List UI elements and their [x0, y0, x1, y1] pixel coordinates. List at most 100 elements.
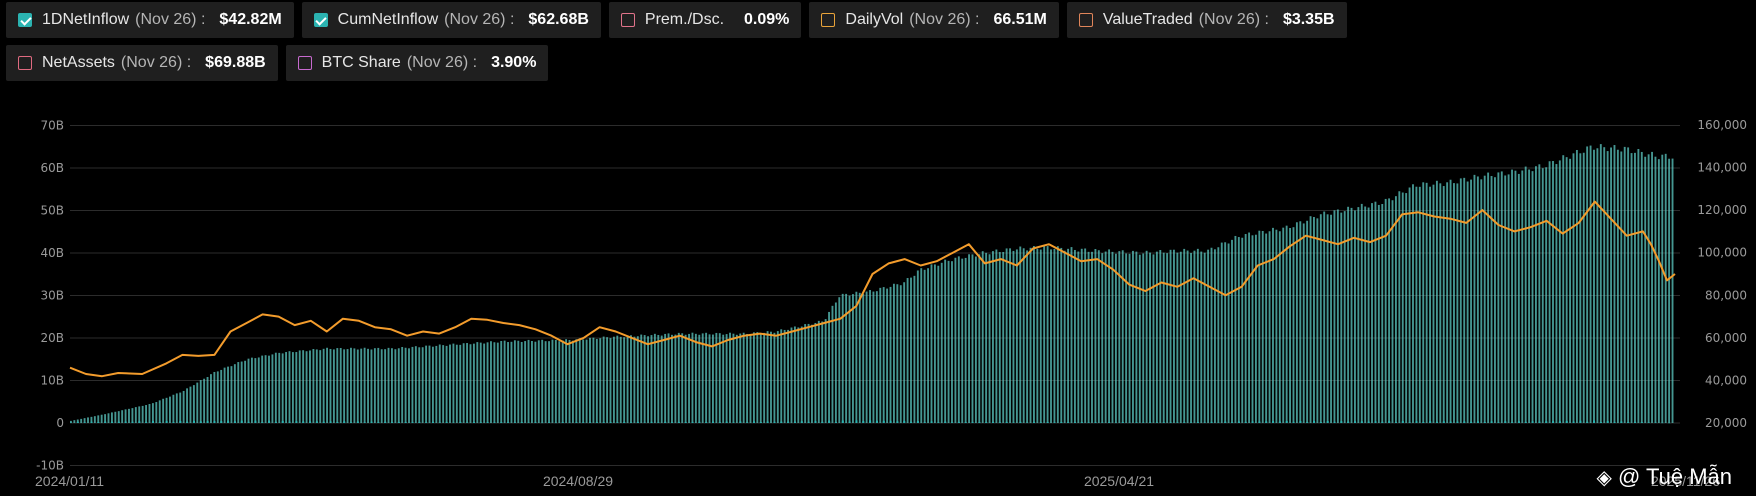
cum-net-inflow-bar — [428, 345, 431, 423]
daily-net-inflow-bar — [1231, 422, 1234, 423]
cum-net-inflow-bar — [97, 415, 100, 423]
cum-net-inflow-bar — [824, 319, 827, 423]
daily-net-inflow-bar — [350, 422, 353, 423]
cum-net-inflow-bar — [1282, 227, 1285, 423]
watermark-handle: @ Tuệ Mẫn — [1617, 464, 1732, 489]
legend-chip-cum-net-inflow[interactable]: CumNetInflow (Nov 26) : $62.68B — [301, 2, 601, 38]
cum-net-inflow-bar — [1190, 252, 1192, 423]
cum-net-inflow-bar — [1285, 225, 1288, 423]
daily-net-inflow-bar — [1196, 422, 1199, 423]
legend-chip-btc-share[interactable]: BTC Share (Nov 26) : 3.90% — [285, 45, 549, 81]
legend-chip-daily-vol[interactable]: DailyVol (Nov 26) : 66.51M — [809, 2, 1059, 38]
cum-net-inflow-bar — [698, 334, 701, 423]
cum-net-inflow-bar — [1644, 156, 1647, 423]
cum-net-inflow-bar — [729, 332, 731, 423]
cum-net-inflow-bar — [1548, 161, 1551, 423]
daily-net-inflow-bar — [1388, 421, 1391, 423]
cum-net-inflow-bar — [1360, 203, 1363, 423]
daily-net-inflow-bar — [910, 421, 913, 423]
cum-net-inflow-bar — [940, 262, 943, 423]
daily-net-inflow-bar — [117, 421, 120, 423]
cum-net-inflow-bar — [1623, 146, 1626, 423]
cum-net-inflow-bar — [431, 346, 434, 423]
daily-net-inflow-bar — [848, 421, 851, 423]
daily-net-inflow-bar — [83, 422, 86, 423]
daily-net-inflow-bar — [233, 421, 236, 423]
checkbox-unchecked-icon[interactable] — [18, 56, 32, 70]
legend-name: 1DNetInflow — [42, 11, 130, 28]
legend-chip-value-traded[interactable]: ValueTraded (Nov 26) : $3.35B — [1066, 2, 1347, 38]
cum-net-inflow-bar — [992, 251, 994, 423]
daily-net-inflow-bar — [418, 421, 421, 423]
cum-net-inflow-bar — [1275, 229, 1278, 423]
cum-net-inflow-bar — [667, 333, 670, 423]
cum-net-inflow-bar — [770, 331, 772, 423]
cum-net-inflow-bar — [838, 297, 841, 423]
cum-net-inflow-bar — [623, 337, 626, 423]
daily-net-inflow-bar — [76, 421, 79, 423]
checkbox-unchecked-icon[interactable] — [1078, 13, 1093, 27]
cum-net-inflow-bar — [1050, 249, 1052, 423]
daily-net-inflow-bar — [1114, 422, 1118, 424]
cum-net-inflow-bar — [875, 291, 878, 423]
daily-net-inflow-bar — [220, 421, 223, 423]
checkbox-unchecked-icon[interactable] — [821, 13, 836, 27]
cum-net-inflow-bar — [1073, 249, 1076, 423]
legend-chip-net-assets[interactable]: NetAssets (Nov 26) : $69.88B — [6, 45, 278, 81]
daily-net-inflow-bar — [705, 422, 708, 423]
cum-net-inflow-bar — [455, 344, 458, 423]
checkbox-unchecked-icon[interactable] — [297, 56, 312, 70]
cum-net-inflow-bar — [1203, 252, 1206, 423]
cum-net-inflow-bar — [151, 403, 154, 423]
cum-net-inflow-bar — [326, 347, 328, 423]
checkbox-checked-icon[interactable] — [18, 13, 32, 27]
cum-net-inflow-bar — [250, 357, 253, 423]
cum-net-inflow-bar — [319, 350, 322, 423]
cum-net-inflow-bar — [906, 278, 909, 423]
daily-net-inflow-bar — [104, 421, 107, 423]
daily-net-inflow-bar — [1258, 421, 1261, 423]
daily-net-inflow-bar — [110, 421, 114, 423]
cum-net-inflow-bar — [889, 286, 892, 423]
cum-net-inflow-bar — [104, 414, 107, 423]
cum-net-inflow-bar — [503, 340, 506, 423]
cum-net-inflow-bar — [1336, 209, 1339, 423]
legend-chip-premium-discount[interactable]: Prem./Dsc. 0.09% — [608, 2, 802, 38]
cum-net-inflow-bar — [1466, 181, 1469, 423]
cum-net-inflow-bar — [657, 334, 660, 423]
cum-net-inflow-bar — [790, 327, 793, 423]
checkbox-checked-icon[interactable] — [313, 13, 328, 27]
cum-net-inflow-bar — [391, 348, 393, 423]
daily-net-inflow-bar — [855, 420, 858, 423]
cum-net-inflow-bar — [442, 345, 445, 423]
daily-net-inflow-bar — [186, 421, 189, 423]
cum-net-inflow-bar — [708, 334, 711, 423]
daily-net-inflow-bar — [520, 422, 523, 423]
cum-net-inflow-bar — [1439, 183, 1442, 423]
cum-net-inflow-bar — [350, 347, 352, 423]
legend-chip-1d-net-inflow[interactable]: 1DNetInflow (Nov 26) : $42.82M — [6, 2, 294, 38]
daily-net-inflow-bar — [1613, 421, 1616, 423]
cum-net-inflow-bar — [616, 335, 619, 423]
cum-net-inflow-bar — [804, 324, 807, 423]
daily-net-inflow-bar — [1367, 421, 1370, 423]
cum-net-inflow-bar — [1514, 170, 1517, 423]
y-left-tick-label: 60B — [40, 161, 64, 175]
cum-net-inflow-bar — [773, 332, 776, 423]
daily-net-inflow-bar — [787, 421, 790, 423]
cum-net-inflow-bar — [1490, 176, 1493, 423]
cum-net-inflow-bar — [920, 268, 923, 423]
cum-net-inflow-bar — [1480, 179, 1483, 423]
daily-net-inflow-bar — [1552, 421, 1555, 423]
cum-net-inflow-bar — [169, 396, 171, 423]
daily-net-inflow-bar — [1073, 422, 1077, 423]
cum-net-inflow-bar — [1183, 248, 1186, 423]
cum-net-inflow-bar — [1227, 243, 1230, 423]
checkbox-unchecked-icon[interactable] — [620, 13, 635, 27]
daily-net-inflow-bar — [1456, 421, 1459, 423]
cum-net-inflow-bar — [353, 348, 356, 423]
cum-net-inflow-bar — [1343, 211, 1346, 423]
y-right-tick-label: 60,000 — [1705, 331, 1747, 345]
cum-net-inflow-bar — [1504, 175, 1507, 423]
